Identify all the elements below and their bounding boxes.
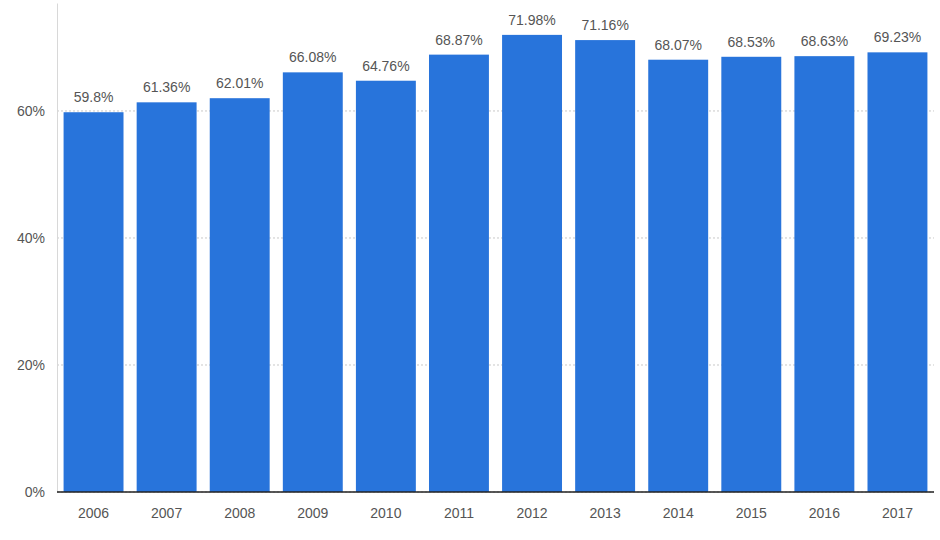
x-tick: 2006 [78, 492, 109, 521]
x-tick: 2011 [444, 492, 474, 521]
chart: 0% 20% 40% 60% 59.8% 61.36% 62.01% 66.08% 64.76%… [0, 0, 940, 540]
x-tick-label: 2017 [882, 505, 913, 521]
bar [356, 81, 416, 492]
bar [283, 72, 343, 492]
bar [64, 112, 124, 492]
y-axis-line [57, 4, 58, 493]
data-label: 68.07% [654, 37, 701, 53]
bar [137, 102, 197, 492]
x-tick-label: 2009 [297, 505, 328, 521]
y-tick-label: 40% [17, 230, 45, 246]
x-tick-label: 2010 [370, 505, 401, 521]
bar [502, 35, 562, 492]
x-tick-label: 2007 [151, 505, 182, 521]
data-label: 66.08% [289, 49, 336, 65]
data-label: 68.87% [435, 32, 482, 48]
y-tick: 60% [17, 103, 57, 119]
data-label: 61.36% [143, 79, 190, 95]
x-axis: 2006 2007 2008 2009 2010 2011 2012 2013 2014 2015… [57, 492, 934, 521]
x-tick: 2013 [590, 492, 621, 521]
data-label: 64.76% [362, 58, 409, 74]
x-tick-label: 2015 [736, 505, 767, 521]
x-tick-label: 2016 [809, 505, 840, 521]
bar [794, 56, 854, 492]
bar [721, 57, 781, 492]
x-tick-label: 2012 [516, 505, 547, 521]
data-label: 68.63% [801, 33, 848, 49]
grid-line [57, 492, 934, 493]
y-tick: 0% [25, 484, 57, 500]
data-label: 59.8% [74, 89, 114, 105]
y-axis: 0% 20% 40% 60% [17, 4, 58, 500]
x-tick-label: 2014 [663, 505, 694, 521]
bar [210, 98, 270, 492]
x-tick: 2014 [663, 492, 694, 521]
data-label: 71.98% [508, 12, 555, 28]
x-tick-label: 2013 [590, 505, 621, 521]
x-tick: 2009 [297, 492, 328, 521]
x-tick: 2008 [224, 492, 255, 521]
bars [64, 35, 928, 492]
y-tick: 20% [17, 357, 57, 373]
y-tick-label: 0% [25, 484, 45, 500]
x-tick-label: 2006 [78, 505, 109, 521]
data-label: 69.23% [874, 29, 921, 45]
x-tick: 2017 [882, 492, 913, 521]
data-label: 62.01% [216, 75, 263, 91]
bar [429, 55, 489, 492]
y-tick: 40% [17, 230, 57, 246]
data-label: 68.53% [728, 34, 775, 50]
x-tick: 2016 [809, 492, 840, 521]
x-axis-line [57, 491, 934, 493]
bar [575, 40, 635, 492]
bar [867, 52, 927, 492]
data-labels: 59.8% 61.36% 62.01% 66.08% 64.76% 68.87% 71.98… [74, 12, 922, 105]
y-tick-label: 60% [17, 103, 45, 119]
bar [648, 60, 708, 492]
x-tick: 2012 [516, 492, 547, 521]
data-label: 71.16% [581, 17, 628, 33]
x-tick: 2007 [151, 492, 182, 521]
plot: 0% 20% 40% 60% 59.8% 61.36% 62.01% 66.08% 64.76%… [17, 4, 934, 521]
x-tick-label: 2011 [444, 505, 474, 521]
x-tick: 2010 [370, 492, 401, 521]
x-tick: 2015 [736, 492, 767, 521]
y-tick-label: 20% [17, 357, 45, 373]
x-tick-label: 2008 [224, 505, 255, 521]
